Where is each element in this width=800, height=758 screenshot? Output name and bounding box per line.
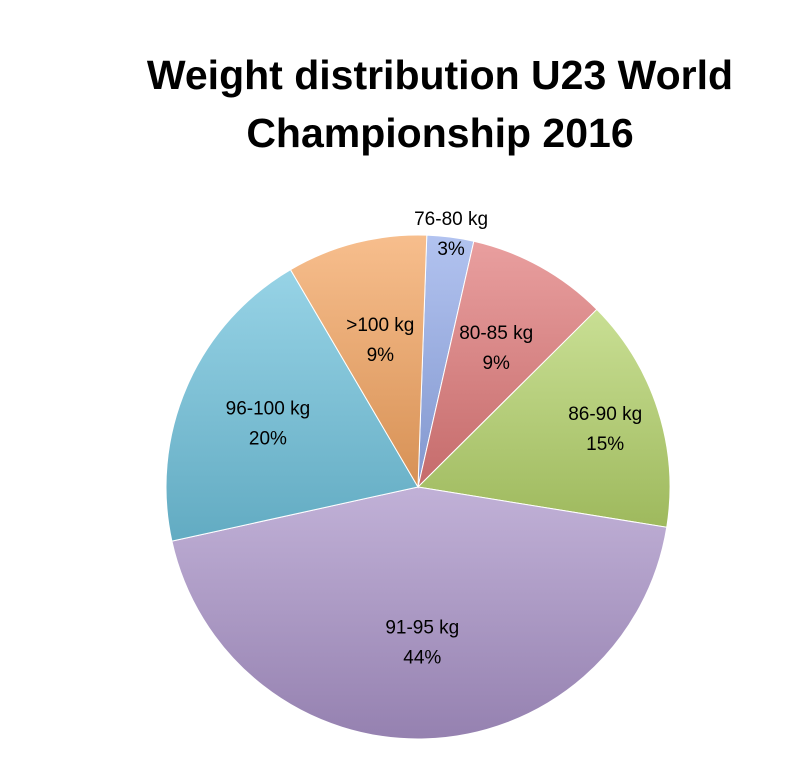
pie-slice-80-85-kg [417, 240, 598, 489]
slice-category-label: 91-95 kg [385, 618, 459, 639]
pie-slice-96-100-kg [165, 268, 419, 542]
pie-labels: 76-80 kg 3% 80-85 kg 9% 86-90 kg 15% 91-95 kg 4… [226, 209, 643, 669]
pie-slices [165, 234, 671, 740]
slice-category-label: 96-100 kg [226, 398, 311, 419]
pie-slice-91-95-kg [171, 486, 668, 740]
slice-category-label: 80-85 kg [459, 323, 533, 344]
slice-percent-label: 9% [482, 353, 510, 374]
slice-category-label: >100 kg [346, 315, 414, 336]
chart-title: Weight distribution U23 World Championsh… [90, 46, 790, 162]
slice-category-label: 86-90 kg [568, 404, 642, 425]
chart-title-line-2: Championship 2016 [246, 110, 634, 156]
slice-category-label: 76-80 kg [414, 209, 488, 230]
slice-percent-label: 44% [403, 648, 441, 669]
pie-slice-100-kg [289, 234, 428, 489]
slice-percent-label: 15% [586, 434, 624, 455]
pie-slice-86-90-kg [416, 308, 671, 528]
slice-percent-label: 3% [437, 239, 465, 260]
chart-title-line-1: Weight distribution U23 World [146, 52, 734, 98]
slice-percent-label: 20% [249, 428, 287, 449]
slice-percent-label: 9% [367, 345, 395, 366]
